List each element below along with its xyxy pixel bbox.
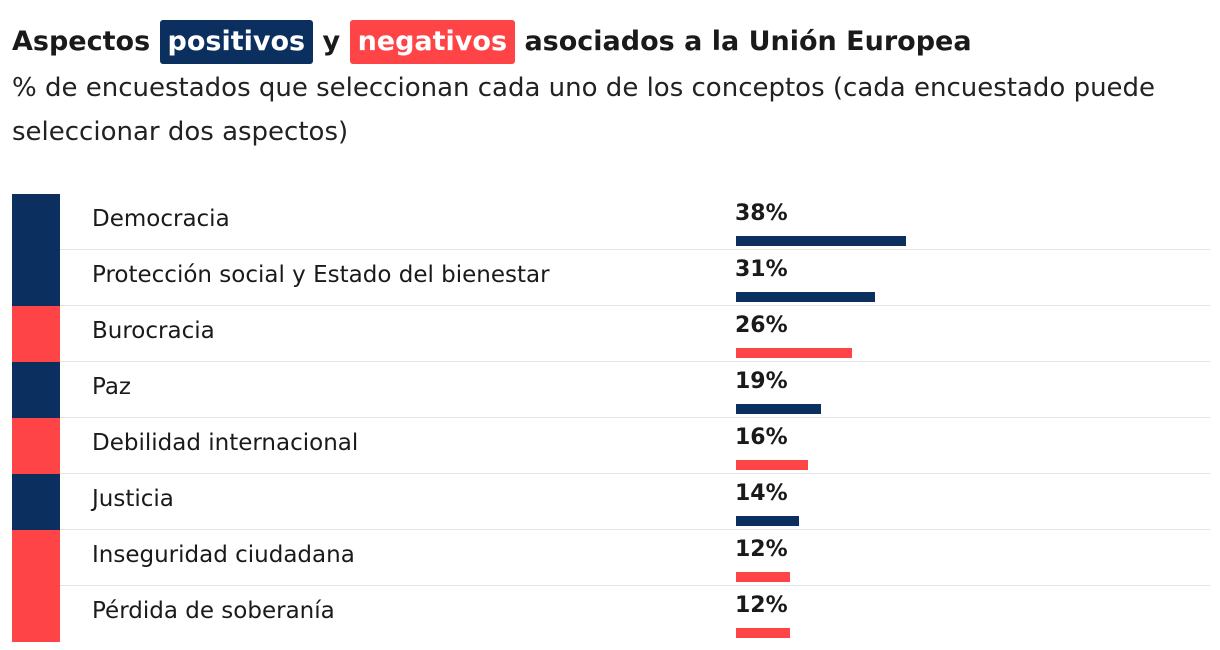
category-swatch-negative [12,530,60,586]
row-label: Pérdida de soberanía [92,598,335,624]
row-label: Paz [92,374,132,400]
data-label: 12% [735,537,788,562]
bar [736,292,875,302]
legend-positive-badge: positivos [159,20,314,64]
category-swatch-negative [12,418,60,474]
category-swatch-negative [12,306,60,362]
data-label: 38% [735,201,788,226]
chart-row: Paz 19% [12,362,1210,418]
chart-row: Pérdida de soberanía 12% [12,586,1210,642]
data-label: 31% [735,257,788,282]
category-swatch-positive [12,362,60,418]
chart-row: Justicia 14% [12,474,1210,530]
bar [736,516,799,526]
chart-row: Democracia 38% [12,194,1210,250]
data-label: 19% [735,369,788,394]
bar [736,572,790,582]
data-label: 26% [735,313,788,338]
chart-row: Burocracia 26% [12,306,1210,362]
category-swatch-positive [12,250,60,306]
row-label: Protección social y Estado del bienestar [92,262,550,288]
category-swatch-negative [12,586,60,642]
title-text-start: Aspectos [12,26,151,57]
row-label: Justicia [92,486,174,512]
legend-negative-badge: negativos [349,20,516,64]
category-swatch-positive [12,194,60,250]
bar [736,236,906,246]
chart-row: Debilidad internacional 16% [12,418,1210,474]
row-label: Democracia [92,206,230,232]
data-label: 12% [735,593,788,618]
bar [736,628,790,638]
row-label: Inseguridad ciudadana [92,542,355,568]
bar [736,404,821,414]
data-label: 16% [735,425,788,450]
bar-chart: Democracia 38% Protección social y Estado … [12,194,1210,642]
bar [736,348,852,358]
data-label: 14% [735,481,788,506]
row-label: Debilidad internacional [92,430,359,456]
chart-title: Aspectos positivos y negativos asociados… [12,14,972,70]
bar [736,460,808,470]
chart-row: Inseguridad ciudadana 12% [12,530,1210,586]
chart-subtitle: % de encuestados que seleccionan cada un… [12,73,1156,147]
chart-row: Protección social y Estado del bienestar… [12,250,1210,306]
title-text-end: asociados a la Unión Europea [524,26,972,57]
title-text-conjunction: y [322,26,341,57]
category-swatch-positive [12,474,60,530]
row-label: Burocracia [92,318,215,344]
